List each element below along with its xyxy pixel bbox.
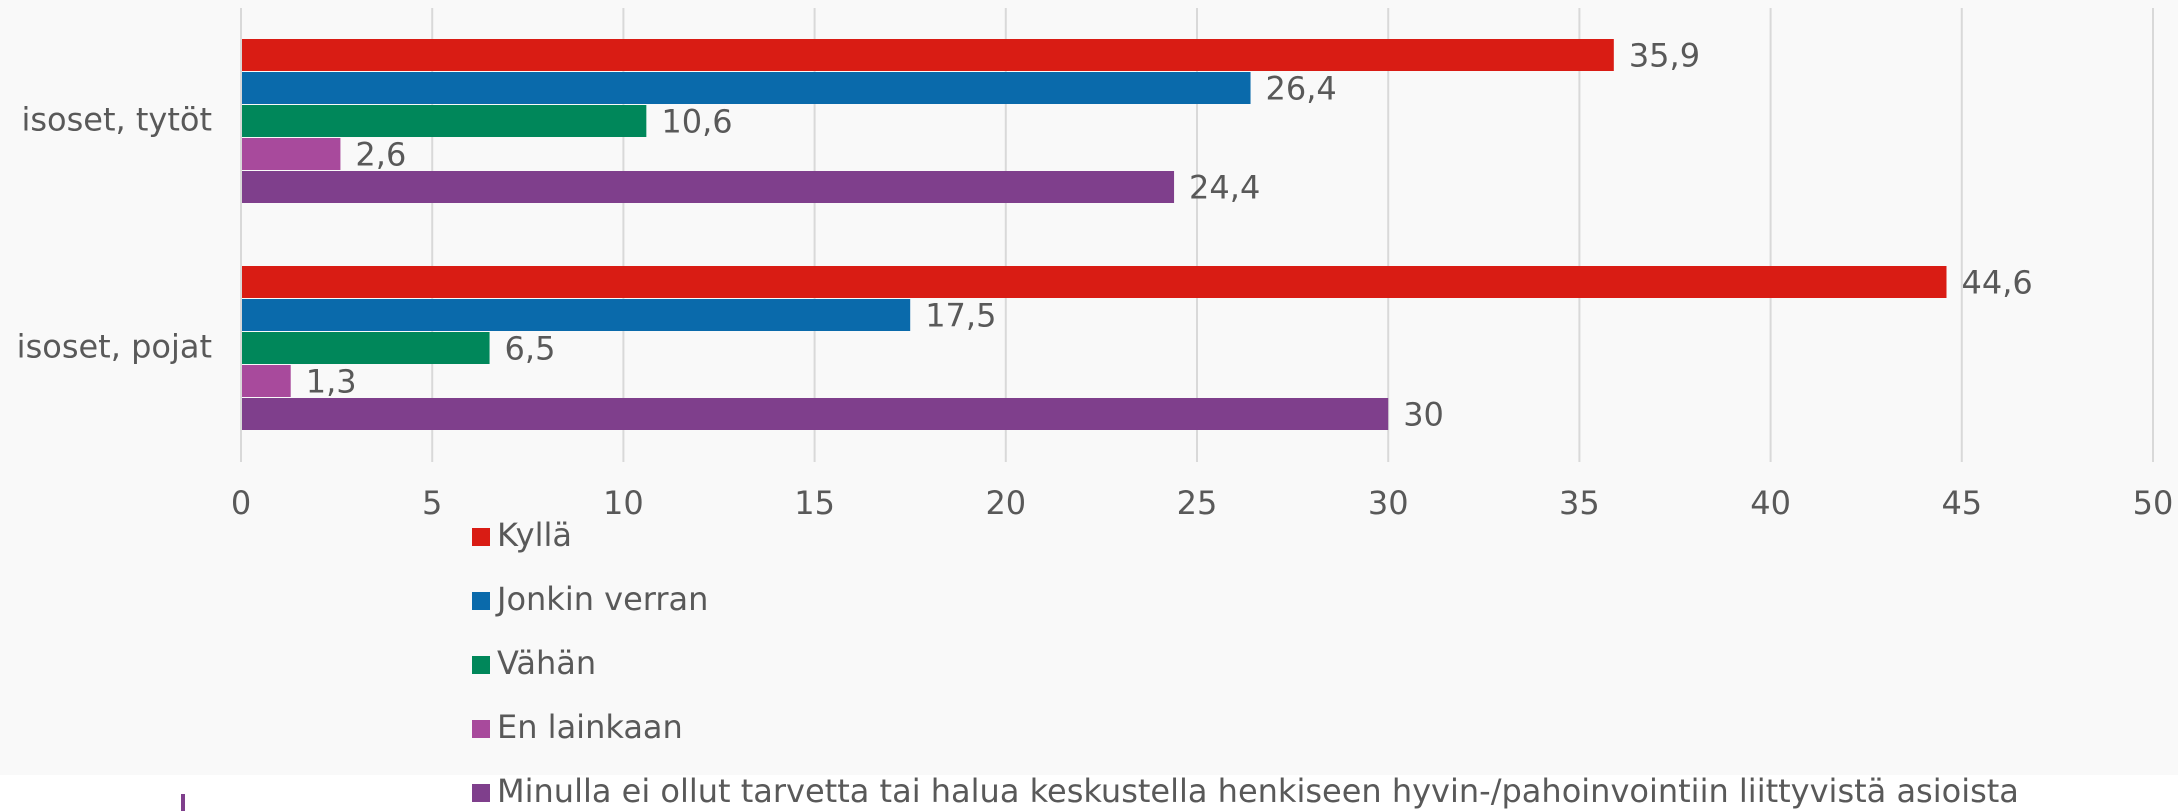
- bar: [241, 72, 1251, 104]
- legend-swatch: [472, 528, 490, 546]
- bar: [241, 365, 291, 397]
- x-tick-label: 30: [1368, 484, 1409, 522]
- bar: [241, 138, 341, 170]
- legend-label: Jonkin verran: [495, 580, 708, 618]
- data-label: 35,9: [1629, 37, 1700, 75]
- bar: [241, 398, 1389, 430]
- y-tick-label: isoset, tytöt: [21, 101, 212, 139]
- legend-swatch: [472, 592, 490, 610]
- data-label: 30: [1403, 396, 1444, 434]
- bar: [241, 266, 1947, 298]
- data-label: 10,6: [661, 103, 732, 141]
- bar: [241, 171, 1175, 203]
- bar: [241, 299, 911, 331]
- data-label: 6,5: [505, 330, 556, 368]
- y-tick-label: isoset, pojat: [17, 328, 212, 366]
- x-tick-label: 45: [1941, 484, 1982, 522]
- data-label: 26,4: [1266, 70, 1337, 108]
- data-label: 1,3: [306, 363, 357, 401]
- x-tick-label: 35: [1559, 484, 1600, 522]
- corner-mark: [181, 794, 185, 811]
- bar: [241, 105, 647, 137]
- legend-label: Kyllä: [497, 516, 572, 554]
- data-label: 44,6: [1962, 264, 2033, 302]
- legend-swatch: [472, 720, 490, 738]
- x-tick-label: 0: [231, 484, 251, 522]
- x-tick-label: 20: [985, 484, 1026, 522]
- bar: [241, 332, 490, 364]
- x-tick-label: 40: [1750, 484, 1791, 522]
- data-label: 2,6: [355, 136, 406, 174]
- bar: [241, 39, 1614, 71]
- legend-swatch: [472, 656, 490, 674]
- legend-label: En lainkaan: [497, 708, 683, 746]
- x-tick-label: 50: [2133, 484, 2174, 522]
- x-tick-label: 25: [1177, 484, 1218, 522]
- x-tick-label: 15: [794, 484, 835, 522]
- data-label: 17,5: [925, 297, 996, 335]
- legend-swatch: [472, 784, 490, 802]
- x-tick-label: 5: [422, 484, 442, 522]
- data-label: 24,4: [1189, 169, 1260, 207]
- x-tick-label: 10: [603, 484, 644, 522]
- legend-label: Minulla ei ollut tarvetta tai halua kesk…: [497, 772, 2019, 810]
- legend-label: Vähän: [497, 644, 596, 682]
